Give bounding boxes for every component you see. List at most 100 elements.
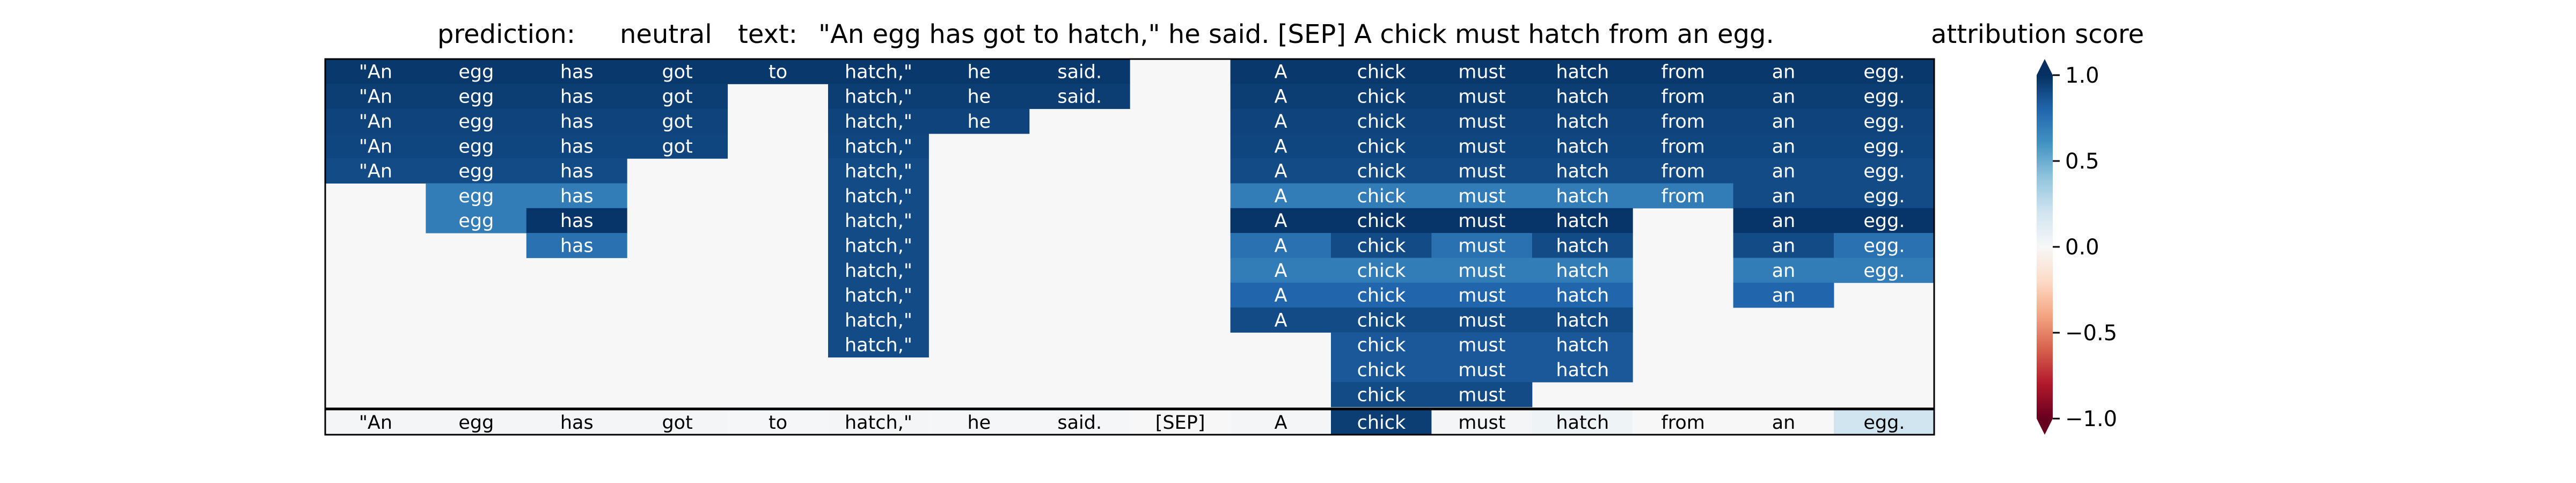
heatmap-cell — [1532, 233, 1633, 258]
heatmap-cell-label: must — [1458, 161, 1505, 182]
heatmap-cell — [526, 84, 627, 109]
text-label: text: — [738, 19, 797, 49]
summary-cell — [1633, 410, 1734, 435]
heatmap-cell-label: hatch — [1556, 86, 1609, 108]
heatmap-cell-label: hatch — [1556, 111, 1609, 133]
heatmap-cell-label: "An — [359, 61, 392, 83]
heatmap-cell-label: egg. — [1863, 86, 1905, 108]
heatmap-cell — [1331, 308, 1432, 333]
heatmap-cell-label: hatch — [1556, 285, 1609, 306]
summary-cell — [1130, 410, 1231, 435]
colorbar-title: attribution score — [1931, 19, 2144, 49]
heatmap-cell-label: hatch," — [845, 260, 912, 282]
heatmap-cell-label: from — [1661, 161, 1704, 182]
heatmap-cell-label: has — [560, 86, 594, 108]
heatmap-cell — [1733, 133, 1834, 159]
heatmap-cell-label: must — [1458, 285, 1505, 306]
heatmap-cell — [1733, 84, 1834, 109]
heatmap-cell-label: must — [1458, 86, 1505, 108]
heatmap-cell — [325, 84, 426, 109]
heatmap-cell — [1230, 133, 1331, 159]
heatmap-cell — [1733, 258, 1834, 283]
heatmap-cell — [928, 108, 1030, 134]
summary-cell-label: said. — [1057, 412, 1102, 434]
heatmap-cell-label: hatch — [1556, 61, 1609, 83]
heatmap-cell — [526, 183, 627, 209]
colorbar-extend-bottom — [2037, 419, 2053, 435]
heatmap-cell — [1532, 108, 1633, 134]
heatmap-cell-label: egg. — [1863, 161, 1905, 182]
heatmap-cell — [1230, 183, 1331, 209]
colorbar-tick-label: −0.5 — [2065, 321, 2117, 346]
heatmap-cell — [526, 233, 627, 258]
summary-cell-label: from — [1661, 412, 1704, 434]
heatmap-cell-label: "An — [359, 111, 392, 133]
summary-cell — [1834, 410, 1935, 435]
heatmap-cell-label: hatch — [1556, 260, 1609, 282]
heatmap-cell — [1834, 233, 1935, 258]
heatmap-cell-label: A — [1275, 260, 1287, 282]
heatmap-cell-label: A — [1275, 186, 1287, 207]
summary-cell — [1029, 410, 1130, 435]
summary-cell — [828, 410, 929, 435]
heatmap-cell-label: hatch — [1556, 186, 1609, 207]
heatmap-cell-label: to — [769, 61, 787, 83]
heatmap-cell-label: egg — [458, 210, 494, 232]
colorbar-tick-label: 0.0 — [2065, 235, 2099, 260]
heatmap-cell-label: hatch — [1556, 335, 1609, 356]
heatmap-cell — [1230, 233, 1331, 258]
heatmap-cell — [1834, 183, 1935, 209]
heatmap-cell — [1331, 258, 1432, 283]
heatmap-cell — [1029, 84, 1130, 109]
heatmap-cell-label: an — [1772, 111, 1796, 133]
heatmap-cell — [1834, 258, 1935, 283]
heatmap-cell-label: said. — [1057, 86, 1102, 108]
summary-cell-label: an — [1772, 412, 1796, 434]
heatmap-cell-label: egg — [458, 186, 494, 207]
colorbar-gradient — [2037, 75, 2053, 419]
heatmap-cell-label: must — [1458, 186, 1505, 207]
heatmap-cell — [1834, 208, 1935, 233]
heatmap-cell-label: A — [1275, 61, 1287, 83]
heatmap-cell-label: an — [1772, 186, 1796, 207]
heatmap-cell-label: he — [967, 111, 991, 133]
heatmap-cell-label: hatch — [1556, 310, 1609, 331]
heatmap-cell-label: an — [1772, 86, 1796, 108]
heatmap-cell — [1431, 133, 1533, 159]
heatmap-cell-label: chick — [1357, 360, 1406, 381]
heatmap-cell-label: chick — [1357, 186, 1406, 207]
heatmap-cell — [1431, 158, 1533, 184]
heatmap-cell-label: from — [1661, 61, 1704, 83]
heatmap-cell-label: must — [1458, 335, 1505, 356]
heatmap-cell — [1633, 133, 1734, 159]
heatmap-cell — [1331, 133, 1432, 159]
heatmap-cell — [1331, 108, 1432, 134]
heatmap-cell — [1532, 59, 1633, 84]
heatmap-cell-label: he — [967, 61, 991, 83]
summary-cell — [1431, 410, 1533, 435]
heatmap-cell — [1029, 59, 1130, 84]
heatmap-cell — [1431, 59, 1533, 84]
summary-cell — [627, 410, 728, 435]
heatmap-cell — [828, 308, 929, 333]
heatmap-cell — [627, 59, 728, 84]
heatmap-cell — [1532, 357, 1633, 383]
heatmap-cell — [426, 59, 527, 84]
heatmap-cell — [828, 108, 929, 134]
colorbar: 1.0 0.5 0.0 −0.5 −1.0 — [2037, 59, 2117, 435]
summary-cell-label: egg — [458, 412, 494, 434]
heatmap-cell — [1431, 84, 1533, 109]
heatmap-cell — [1733, 282, 1834, 308]
heatmap-cell — [1431, 233, 1533, 258]
heatmap-cell — [1431, 282, 1533, 308]
heatmap-cell-label: has — [560, 136, 594, 157]
heatmap-cell — [828, 258, 929, 283]
heatmap-cell-label: got — [662, 111, 692, 133]
heatmap-cell — [928, 84, 1030, 109]
heatmap-cell-label: A — [1275, 111, 1287, 133]
heatmap-cell-label: an — [1772, 260, 1796, 282]
heatmap-cell — [1431, 332, 1533, 358]
heatmap-cell — [426, 84, 527, 109]
heatmap-cell — [828, 208, 929, 233]
